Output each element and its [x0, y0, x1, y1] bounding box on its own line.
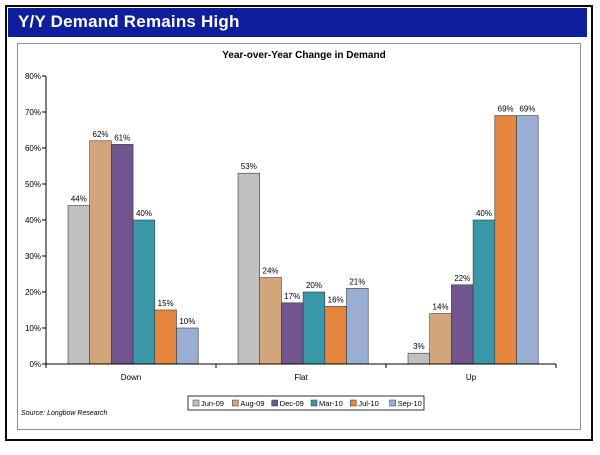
source-note: Source: Longbow Research [21, 410, 108, 417]
chart-title: Year-over-Year Change in Demand [222, 50, 385, 61]
legend-label: Jun-09 [201, 399, 224, 408]
bar-dec-09-flat [281, 302, 304, 365]
data-label: 62% [93, 130, 109, 139]
data-label: 61% [114, 133, 130, 142]
y-tick-label: 60% [25, 144, 41, 153]
data-label: 24% [263, 267, 279, 276]
y-tick-label: 30% [25, 252, 41, 261]
y-tick-label: 10% [25, 324, 41, 333]
slide-title: Y/Y Demand Remains High [18, 12, 240, 31]
data-label: 21% [349, 277, 365, 286]
data-label: 69% [519, 105, 535, 114]
x-category-label: Up [466, 373, 477, 382]
bar-jul-10-down [154, 309, 177, 365]
bar-jun-09-flat [237, 172, 261, 365]
legend-label: Mar-10 [319, 399, 343, 408]
data-label: 53% [241, 162, 257, 171]
bar-jun-09-down [67, 205, 91, 365]
data-label: 14% [433, 303, 449, 312]
data-label: 22% [454, 274, 470, 283]
data-label: 69% [498, 105, 514, 114]
data-label: 40% [476, 209, 492, 218]
legend-swatch-sep-10 [389, 399, 396, 407]
x-category-label: Down [121, 373, 141, 382]
bar-aug-09-down [89, 140, 112, 365]
legend-box [187, 395, 425, 411]
y-tick-label: 20% [25, 288, 41, 297]
bar-dec-09-up [451, 284, 474, 365]
data-label: 40% [136, 209, 152, 218]
y-tick-label: 50% [25, 180, 41, 189]
data-label: 16% [328, 295, 344, 304]
bar-dec-09-down [111, 144, 134, 365]
legend-swatch-mar-10 [310, 399, 318, 407]
bar-jul-10-flat [324, 306, 347, 365]
legend-swatch-aug-09 [232, 399, 239, 407]
y-tick-label: 40% [25, 216, 41, 225]
legend-label: Dec-09 [280, 399, 304, 408]
legend-swatch-jul-10 [350, 399, 357, 407]
title-banner: Y/Y Demand Remains High [8, 8, 587, 37]
bar-aug-09-up [429, 313, 452, 365]
legend-swatch-jun-09 [192, 399, 200, 407]
y-tick-label: 0% [29, 360, 41, 369]
bar-mar-10-down [132, 219, 156, 365]
legend-label: Jul-10 [358, 399, 378, 408]
x-category-label: Flat [294, 373, 308, 382]
bar-mar-10-up [472, 219, 496, 365]
bar-sep-10-flat [346, 288, 369, 365]
data-label: 17% [284, 292, 300, 301]
data-label: 3% [413, 342, 425, 351]
data-label: 15% [158, 299, 174, 308]
data-label: 44% [71, 195, 87, 204]
data-label: 20% [306, 281, 322, 290]
bar-aug-09-flat [259, 277, 282, 365]
bar-jun-09-up [407, 352, 431, 365]
data-label: 10% [179, 317, 195, 326]
legend-label: Aug-09 [240, 399, 264, 408]
bar-sep-10-down [176, 327, 199, 365]
y-tick-label: 80% [25, 72, 41, 81]
bar-mar-10-flat [302, 291, 326, 365]
bar-jul-10-up [494, 115, 517, 365]
y-tick-label: 70% [25, 108, 41, 117]
legend-label: Sep-10 [398, 399, 422, 408]
legend-swatch-dec-09 [271, 399, 278, 407]
bar-sep-10-up [516, 115, 539, 365]
